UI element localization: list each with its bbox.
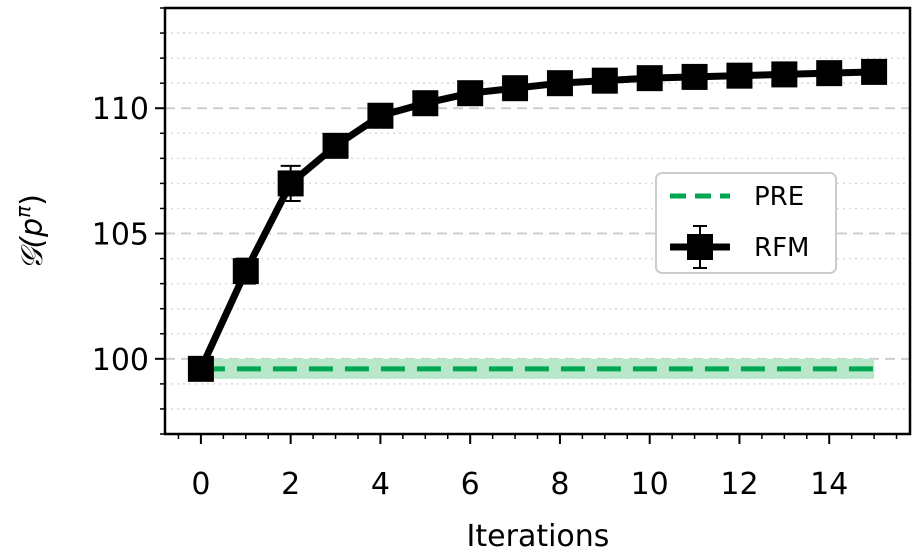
series-lines — [187, 58, 888, 382]
tick-marks — [155, 7, 898, 444]
legend-rfm-label: RFM — [754, 233, 809, 263]
rfm-point — [726, 62, 753, 89]
x-axis-label: Iterations — [467, 519, 610, 554]
rfm-point — [277, 170, 304, 197]
rfm-point — [681, 63, 708, 90]
rfm-point — [546, 70, 573, 97]
y-tick-label: 105 — [92, 218, 149, 253]
y-axis-label: 𝒢(pπ) — [11, 194, 50, 270]
rfm-point — [412, 90, 439, 117]
x-tick-label: 6 — [461, 467, 480, 502]
y-axis-label-close: ) — [15, 194, 50, 206]
rfm-point — [187, 355, 214, 382]
y-axis-label-sup: π — [11, 205, 35, 218]
x-tick-label: 10 — [631, 467, 669, 502]
rfm-point — [636, 65, 663, 92]
x-tick-label: 8 — [550, 467, 569, 502]
rfm-point — [457, 80, 484, 107]
legend: PRE RFM — [655, 172, 837, 274]
x-tick-label: 2 — [281, 467, 300, 502]
y-tick-label: 110 — [92, 92, 149, 127]
y-tick-label: 100 — [92, 343, 149, 378]
rfm-point — [367, 102, 394, 129]
rfm-point — [861, 58, 888, 85]
rfm-point — [771, 61, 798, 88]
tick-labels: 0 2 4 6 8 10 12 14 100 105 110 — [92, 92, 849, 502]
x-tick-label: 0 — [191, 467, 210, 502]
y-axis-label-main: 𝒢(p — [15, 218, 50, 270]
x-tick-label: 4 — [371, 467, 390, 502]
x-tick-label: 12 — [720, 467, 758, 502]
rfm-point — [591, 67, 618, 94]
legend-pre-label: PRE — [754, 182, 804, 212]
rfm-line — [197, 68, 875, 371]
rfm-point — [232, 258, 259, 285]
rfm-point — [816, 60, 843, 87]
rfm-point — [322, 132, 349, 159]
x-tick-label: 14 — [810, 467, 848, 502]
rfm-point — [502, 75, 529, 102]
